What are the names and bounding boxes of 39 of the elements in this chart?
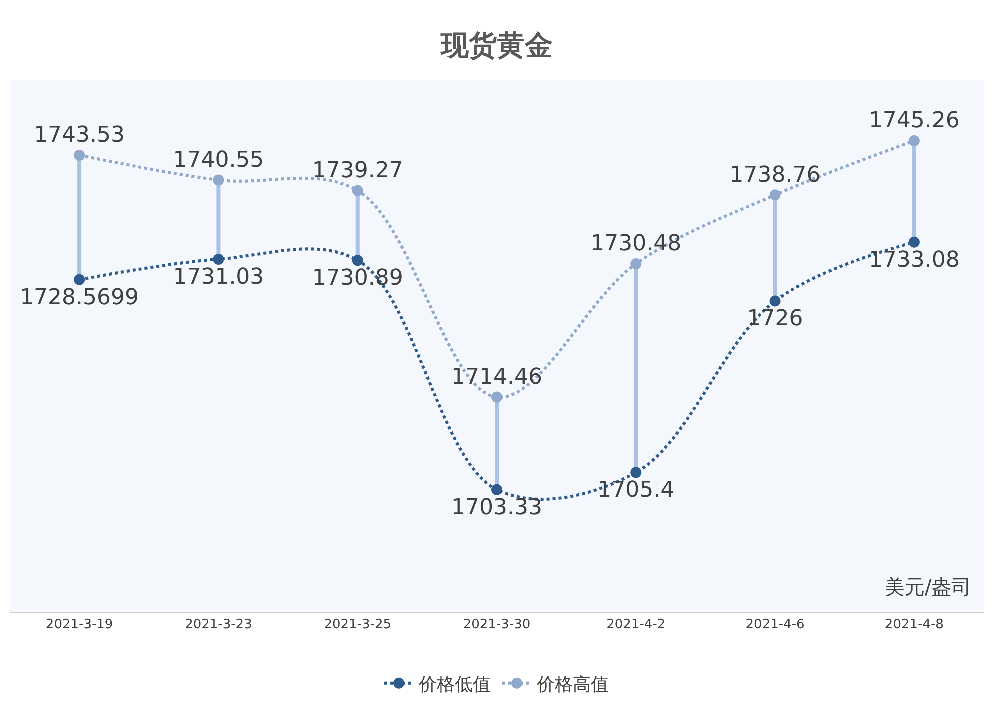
x-tick-label: 2021-3-19	[46, 618, 114, 633]
point	[908, 236, 920, 248]
point	[908, 136, 920, 147]
data-label: 1739.27	[312, 158, 404, 184]
point	[74, 274, 86, 286]
data-label: 1733.08	[868, 248, 960, 273]
x-tick-label: 2021-3-25	[324, 618, 392, 633]
data-label: 1738.76	[730, 162, 821, 188]
point	[630, 467, 642, 478]
data-label: 1703.33	[452, 495, 542, 520]
point	[770, 190, 781, 201]
point	[770, 296, 781, 307]
text: 美元/盎司	[885, 575, 972, 599]
point	[492, 392, 502, 403]
legend-label: 价格高值	[536, 674, 609, 696]
data-label: 1705.4	[598, 478, 675, 504]
data-label: 1728.5699	[20, 285, 140, 310]
chart-title: 现货黄金	[440, 29, 553, 62]
data-label: 1730.89	[312, 266, 404, 291]
x-tick-label: 2021-3-30	[463, 618, 531, 633]
point	[630, 258, 642, 270]
point	[74, 150, 86, 161]
x-tick-label: 2021-3-23	[185, 618, 252, 633]
data-label: 1726	[747, 306, 804, 332]
x-tick-label: 2021-4-2	[606, 618, 666, 633]
point	[213, 174, 224, 186]
data-label: 1714.46	[452, 364, 542, 390]
x-tick-label: 2021-4-6	[746, 618, 805, 633]
data-label: 1743.53	[34, 123, 126, 148]
point	[352, 255, 364, 266]
point	[213, 254, 224, 265]
data-label: 1745.26	[868, 108, 960, 134]
point	[492, 484, 502, 496]
data-label: 1740.55	[173, 148, 264, 173]
legend-label: 价格低值	[418, 674, 491, 696]
x-tick-label: 2021-4-8	[884, 618, 944, 633]
data-label: 1730.48	[590, 232, 682, 257]
point	[352, 185, 364, 196]
data-label: 1731.03	[173, 264, 264, 290]
